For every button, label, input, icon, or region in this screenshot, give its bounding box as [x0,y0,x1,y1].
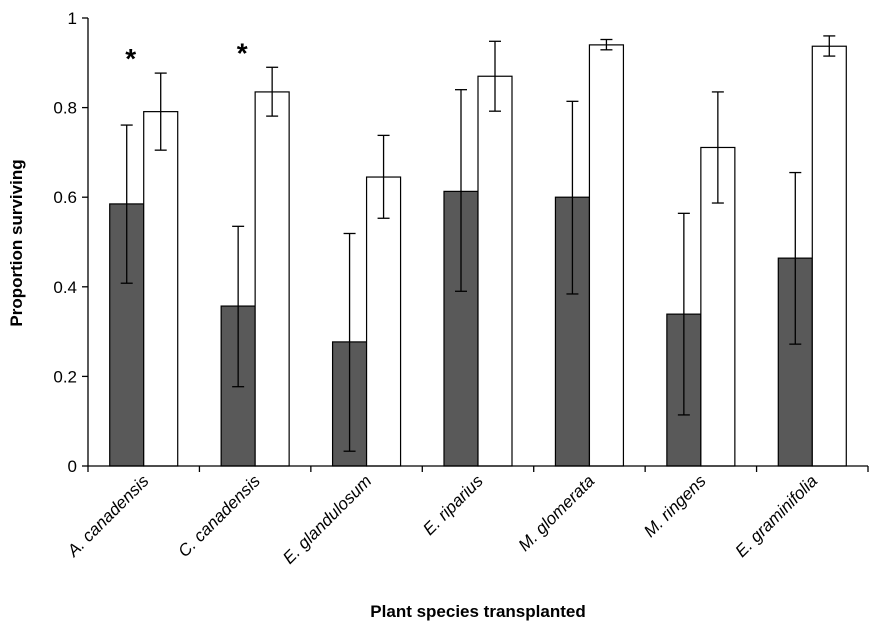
y-tick-labels: 0 0.2 0.4 0.6 0.8 1 [53,9,77,476]
significance-annotations: * * [125,37,247,74]
bar-series-2 [477,75,513,467]
x-category-label: E. graminifolia [732,471,822,561]
x-category-label: E. glandulosum [279,471,375,567]
axes-layer [82,17,869,472]
bars-layer [109,44,847,467]
y-tick-label: 0.6 [53,188,77,207]
y-tick-label: 0.8 [53,99,77,118]
y-tick-label: 0.4 [53,278,77,297]
y-axis-title: Proportion surviving [7,159,26,326]
bar-series-2 [588,44,625,467]
x-category-label: M. ringens [640,471,710,541]
x-category-label: A. canadensis [63,471,153,561]
significance-asterisk: * [237,37,248,68]
y-tick-label: 0 [68,457,77,476]
x-category-label: C. canadensis [174,471,264,561]
x-category-label: E. riparius [419,471,487,539]
x-category-label: M. glomerata [515,471,599,555]
bar-series-2 [365,176,402,467]
x-tick-labels: A. canadensis C. canadensis E. glandulosum… [63,471,821,568]
error-bars-layer [120,35,836,452]
y-tick-label: 0.2 [53,367,77,386]
x-axis-title: Plant species transplanted [370,602,585,621]
bar-series-2 [811,45,847,467]
bar-series-2 [143,111,179,467]
significance-asterisk: * [125,43,136,74]
y-tick-label: 1 [68,9,77,28]
bar-series-2 [254,91,290,467]
